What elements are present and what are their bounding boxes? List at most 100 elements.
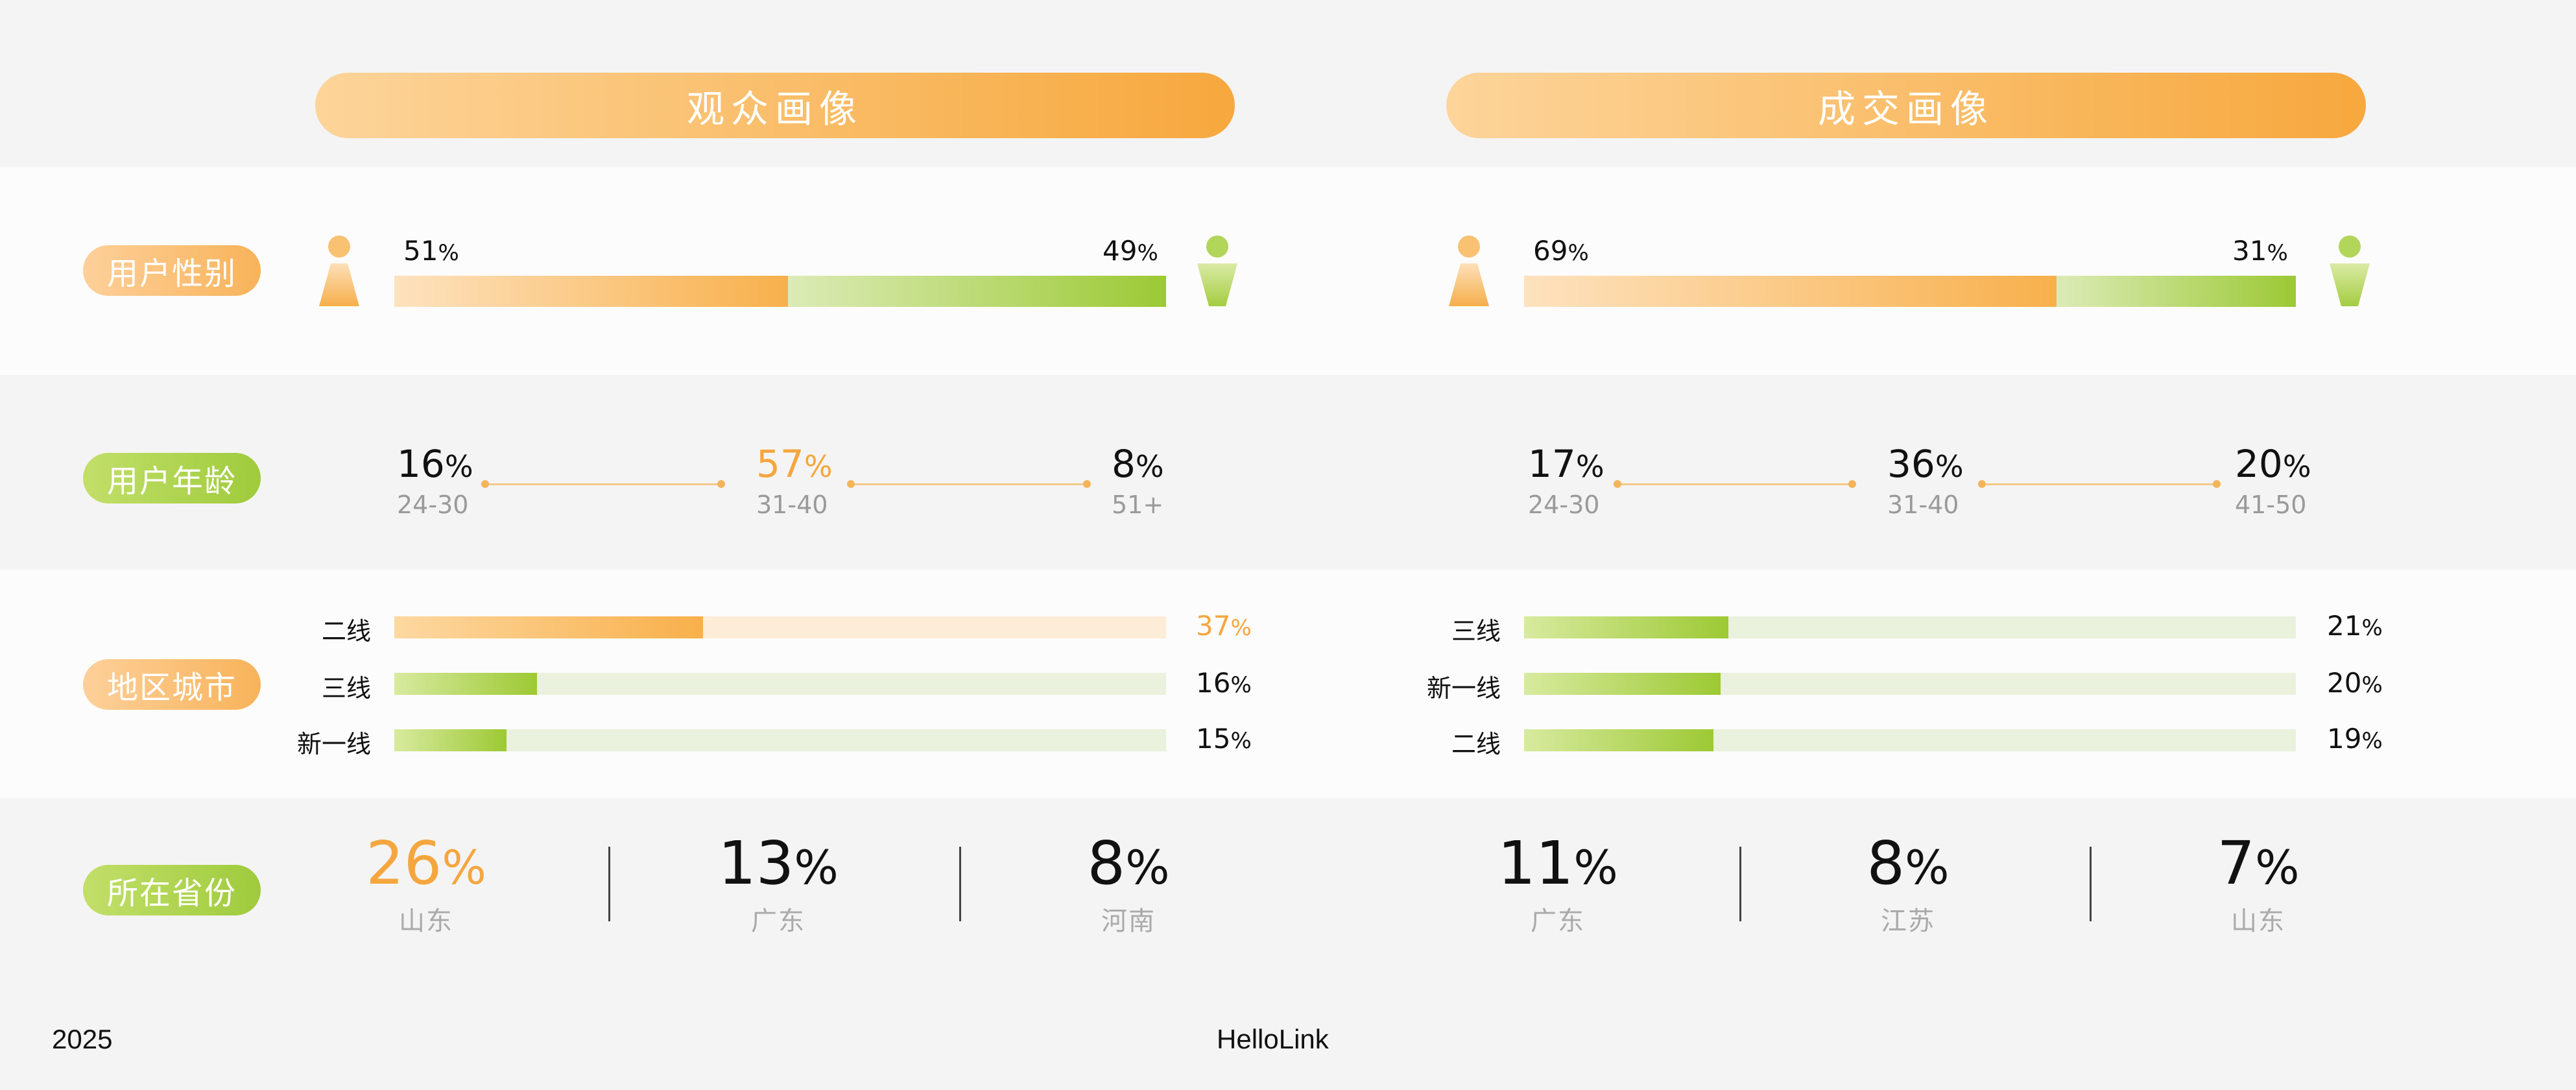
province-name: 江苏	[1881, 906, 1935, 936]
province-name: 广东	[1531, 906, 1585, 936]
row-label-region: 地区城市	[83, 659, 261, 710]
province-item: 13% 广东	[603, 834, 953, 938]
province-name: 山东	[2231, 906, 2285, 936]
male-person-icon	[1197, 236, 1237, 306]
age-row-band	[0, 375, 2576, 570]
province-value: 26%	[366, 829, 486, 898]
region-pct: 21%	[2327, 610, 2383, 642]
region-fill	[1524, 616, 1729, 638]
age-connector-dot	[481, 480, 489, 488]
gender-female-segment	[1524, 276, 2057, 307]
province-item: 8% 河南	[953, 834, 1304, 938]
region-name: 新一线	[296, 730, 371, 758]
age-connector	[485, 483, 721, 485]
age-range: 31-40	[756, 490, 828, 519]
province-value: 8%	[1087, 829, 1170, 898]
age-value: 16%	[397, 442, 473, 486]
gender-bar	[1524, 276, 2296, 307]
region-name: 二线	[1451, 730, 1501, 758]
region-pct: 15%	[1196, 723, 1252, 755]
region-name: 新一线	[1426, 674, 1501, 703]
age-connector	[851, 483, 1087, 485]
age-connector-dot	[717, 480, 725, 488]
age-connector	[1982, 483, 2217, 485]
province-item: 11% 广东	[1383, 834, 1733, 938]
age-connector	[1617, 483, 1852, 485]
province-item: 26% 山东	[251, 834, 601, 938]
province-name: 河南	[1101, 906, 1156, 936]
female-person-icon	[1449, 236, 1489, 306]
age-connector-dot	[1848, 480, 1856, 488]
female-person-icon	[319, 236, 359, 306]
region-track	[1524, 616, 2296, 638]
age-item: 16% 24-30	[397, 445, 473, 519]
age-connector-dot	[2213, 480, 2221, 488]
province-value: 8%	[1866, 829, 1950, 898]
region-pct: 20%	[2327, 667, 2383, 699]
gender-female-pct: 69%	[1533, 235, 1589, 267]
region-name: 三线	[1451, 617, 1501, 646]
province-item: 7% 山东	[2083, 834, 2433, 938]
region-fill	[1524, 673, 1721, 695]
province-item: 8% 江苏	[1733, 834, 2083, 938]
footer-year: 2025	[52, 1024, 113, 1054]
age-range: 24-30	[397, 490, 469, 519]
age-value: 36%	[1887, 442, 1964, 486]
gender-female-segment	[394, 276, 788, 307]
row-label-age: 用户年龄	[83, 453, 261, 503]
age-range: 24-30	[1528, 490, 1600, 519]
region-track	[394, 729, 1166, 751]
panel-header-audience: 观众画像	[315, 73, 1235, 138]
region-fill	[1524, 729, 1713, 751]
gender-male-pct: 49%	[1103, 235, 1158, 267]
region-track	[394, 673, 1166, 695]
region-fill	[394, 729, 507, 751]
region-name: 三线	[321, 674, 371, 703]
age-item: 36% 31-40	[1887, 445, 1964, 519]
gender-female-pct: 51%	[403, 235, 459, 267]
region-track	[1524, 673, 2296, 695]
region-pct: 37%	[1196, 610, 1252, 642]
province-name: 广东	[751, 906, 805, 936]
region-track	[1524, 729, 2296, 751]
region-pct: 19%	[2327, 723, 2383, 755]
province-value: 7%	[2217, 829, 2300, 898]
region-name: 二线	[321, 617, 371, 646]
province-name: 山东	[399, 906, 453, 936]
row-label-gender: 用户性别	[83, 245, 261, 296]
region-track	[394, 616, 1166, 638]
age-range: 41-50	[2235, 490, 2307, 519]
age-range: 31-40	[1887, 490, 1959, 519]
row-label-province: 所在省份	[83, 865, 261, 915]
province-divider	[2090, 847, 2092, 921]
age-range: 51+	[1112, 490, 1164, 519]
region-fill	[394, 673, 538, 695]
footer-brand: HelloLink	[1217, 1024, 1329, 1054]
age-item: 20% 41-50	[2235, 445, 2311, 519]
age-connector-dot	[847, 480, 855, 488]
age-connector-dot	[1614, 480, 1621, 488]
gender-male-segment	[2057, 276, 2296, 307]
age-connector-dot	[1083, 480, 1091, 488]
panel-header-deal: 成交画像	[1446, 73, 2366, 138]
region-pct: 16%	[1196, 667, 1252, 699]
age-value: 17%	[1528, 442, 1604, 486]
province-divider	[959, 847, 961, 921]
province-value: 13%	[718, 829, 839, 898]
age-item: 8% 51+	[1112, 445, 1164, 519]
gender-male-pct: 31%	[2232, 235, 2288, 267]
age-item: 57% 31-40	[756, 445, 833, 519]
gender-male-segment	[787, 276, 1166, 307]
province-divider	[608, 847, 610, 921]
age-item: 17% 24-30	[1528, 445, 1604, 519]
province-divider	[1739, 847, 1741, 921]
province-value: 11%	[1497, 829, 1618, 898]
age-value: 57%	[756, 442, 833, 486]
age-value: 8%	[1112, 442, 1164, 486]
age-value: 20%	[2235, 442, 2311, 486]
gender-bar	[394, 276, 1166, 307]
male-person-icon	[2330, 236, 2370, 306]
age-connector-dot	[1978, 480, 1986, 488]
gender-row-band	[0, 167, 2576, 375]
region-fill	[394, 616, 703, 638]
